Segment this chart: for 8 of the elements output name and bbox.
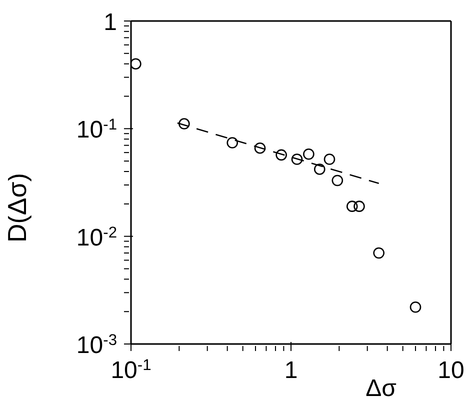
x-axis-title: Δσ bbox=[366, 375, 397, 402]
y-tick-label: 10$^{-2}$ bbox=[76, 224, 117, 252]
y-tick-label: 10$^{-1}$ bbox=[76, 116, 117, 144]
x-tick-label: 10 bbox=[438, 357, 464, 384]
y-tick-label: 1 bbox=[104, 9, 117, 36]
x-tick-label: 1 bbox=[284, 357, 298, 384]
x-tick-label: 10$^{-1}$ bbox=[110, 356, 152, 384]
y-tick-label: 10$^{-3}$ bbox=[76, 332, 117, 359]
